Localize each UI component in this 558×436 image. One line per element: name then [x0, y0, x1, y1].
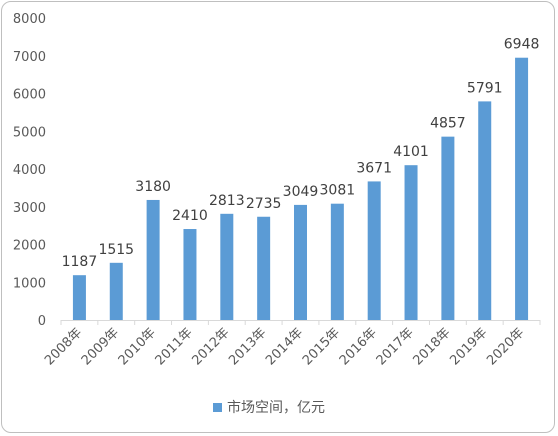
- data-label: 6948: [504, 37, 540, 53]
- bar: [109, 262, 123, 320]
- bar: [330, 203, 344, 320]
- y-tick-label: 0: [38, 314, 46, 329]
- data-label: 5791: [467, 80, 503, 96]
- x-tick-label: 2020年: [484, 325, 527, 368]
- data-label: 3081: [320, 183, 356, 199]
- bar: [294, 204, 307, 320]
- y-tick-label: 7000: [13, 50, 46, 65]
- y-tick-label: 6000: [13, 88, 46, 103]
- data-label: 2813: [209, 193, 245, 209]
- x-tick-label: 2017年: [374, 325, 417, 368]
- bar: [478, 101, 492, 321]
- bar: [515, 57, 529, 320]
- x-tick-label: 2013年: [226, 325, 269, 368]
- bar: [220, 213, 234, 320]
- y-axis: 0 1000 2000 3000 4000 5000 6000 7000 8000: [13, 12, 46, 329]
- x-tick-label: 2018年: [411, 325, 454, 368]
- x-tick-label: 2014年: [263, 325, 306, 368]
- data-label: 4101: [393, 144, 429, 160]
- y-tick-label: 5000: [13, 125, 46, 140]
- data-label: 2410: [172, 208, 208, 224]
- data-label: 1187: [62, 254, 98, 270]
- bar: [72, 275, 86, 320]
- y-tick-label: 2000: [13, 239, 46, 254]
- y-tick-label: 3000: [13, 201, 46, 216]
- x-tick-label: 2011年: [153, 325, 196, 368]
- legend-swatch: [213, 403, 222, 412]
- data-label: 3671: [356, 160, 392, 176]
- legend-label: 市场空间，亿元: [227, 399, 325, 416]
- data-label: 2735: [246, 196, 282, 212]
- bar: [441, 136, 455, 320]
- x-tick-label: 2012年: [189, 325, 232, 368]
- bar: [404, 165, 418, 320]
- x-tick-label: 2015年: [300, 325, 343, 368]
- bar: [183, 229, 197, 320]
- x-tick-label: 2008年: [42, 325, 85, 368]
- bar: [367, 181, 381, 320]
- bars: [72, 57, 529, 321]
- data-label: 4857: [430, 116, 466, 132]
- data-label: 3180: [135, 179, 171, 195]
- y-tick-label: 4000: [13, 163, 46, 178]
- x-tick-label: 2009年: [79, 325, 122, 368]
- data-label: 1515: [98, 242, 134, 258]
- bar: [257, 216, 271, 320]
- bar: [146, 199, 160, 320]
- x-tick-label: 2016年: [337, 325, 380, 368]
- x-axis: 2008年2009年2010年2011年2012年2013年2014年2015年…: [42, 320, 541, 368]
- y-tick-label: 1000: [13, 276, 46, 291]
- y-tick-label: 8000: [13, 12, 46, 27]
- x-tick-label: 2010年: [116, 325, 159, 368]
- data-label: 3049: [283, 184, 319, 200]
- legend: 市场空间，亿元: [213, 399, 325, 416]
- x-tick-label: 2019年: [447, 325, 490, 368]
